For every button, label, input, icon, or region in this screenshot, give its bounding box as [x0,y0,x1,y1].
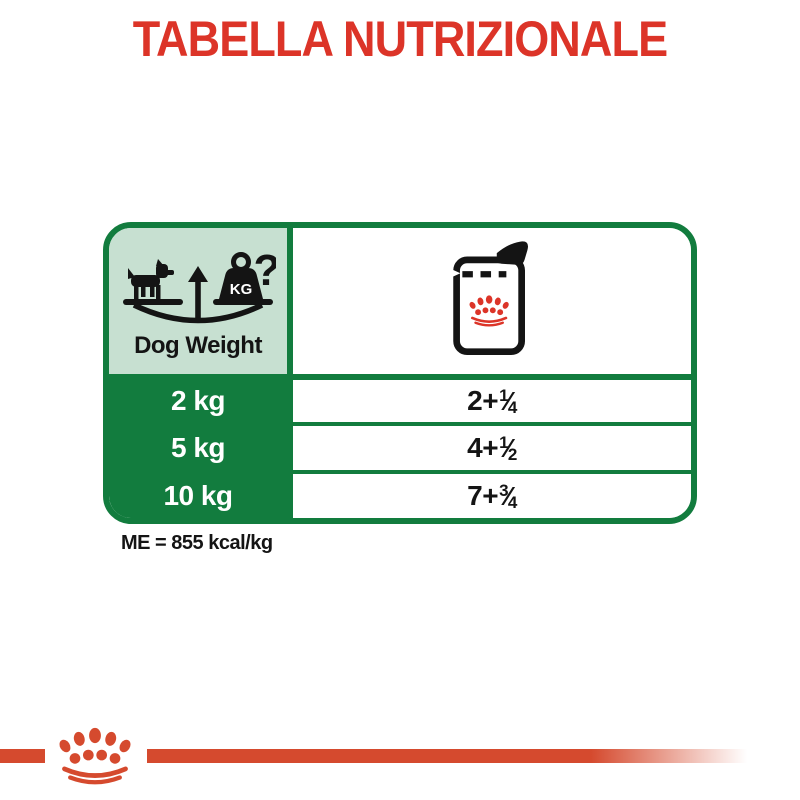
pouch-amount: 2+1⁄4 [467,385,517,417]
brand-bar-left [0,749,45,763]
table-row-amount: 7+3⁄4 [293,470,691,518]
kg-weight-label: KG [230,281,253,298]
royal-canin-crown-logo [47,726,143,787]
dog-weight-scale-icon: KG ? [123,248,276,324]
table-row-weight: 2 kg [109,374,293,422]
table-header-pouch [293,228,691,374]
weight-ring [231,252,251,272]
dog-weight-label: Dog Weight [134,332,262,359]
weight-value: 5 kg [170,432,226,463]
feeding-table: KG ? Dog Weight 2 kg 2+1⁄4 5 kg [103,222,697,524]
energy-footnote: ME = 855 kcal/kg [121,532,273,554]
weight-value: 10 kg [163,480,233,511]
question-mark: ? [254,248,276,295]
brand-bar-right [147,749,747,763]
page-title: TABELLA NUTRIZIONALE [132,11,668,67]
pouch-amount: 4+1⁄2 [467,432,517,464]
table-row-amount: 2+1⁄4 [293,374,691,422]
weight-value: 2 kg [170,385,226,416]
table-row-weight: 5 kg [109,422,293,470]
pouch-torn-flap [496,241,529,266]
table-header-dog-weight: KG ? Dog Weight [109,228,293,374]
wet-food-pouch-icon [451,241,529,356]
pouch-crown-logo [466,294,512,327]
table-row-weight: 10 kg [109,470,293,518]
pouch-amount: 7+3⁄4 [467,480,517,512]
table-row-amount: 4+1⁄2 [293,422,691,470]
scale-arc [132,302,264,324]
pouch-tear-notch [451,269,461,278]
